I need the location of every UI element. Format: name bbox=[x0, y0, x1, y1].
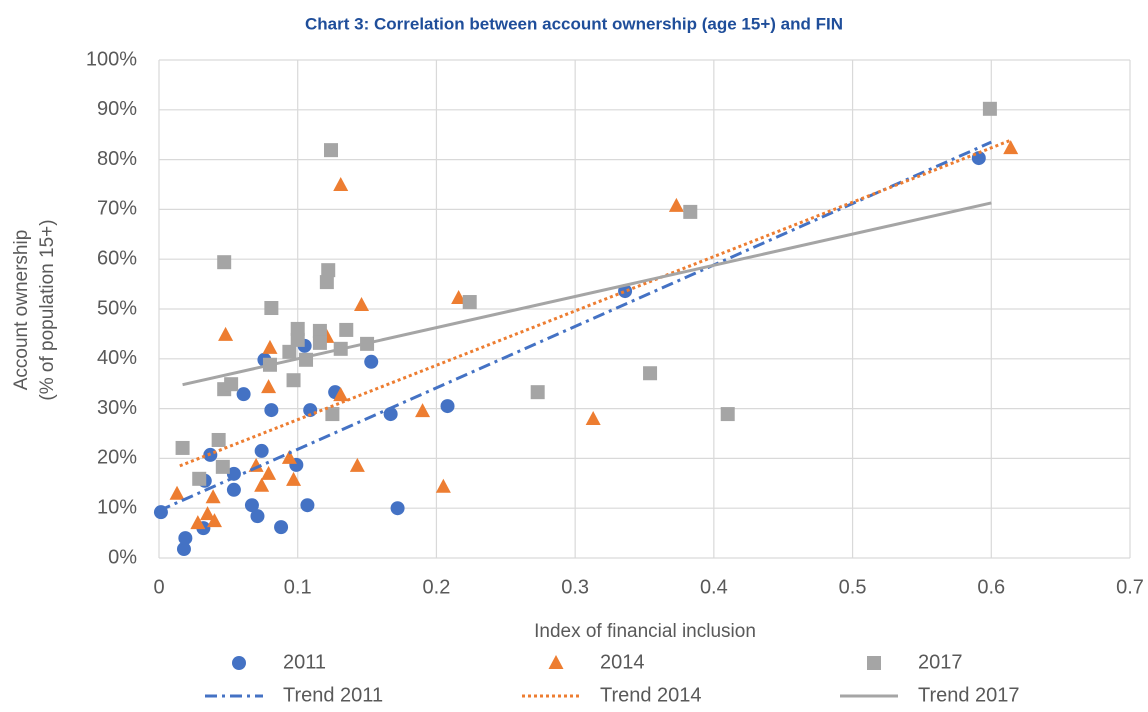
point bbox=[435, 478, 451, 493]
y-tick-label: 100% bbox=[86, 48, 137, 70]
point bbox=[274, 520, 289, 535]
point bbox=[261, 379, 277, 394]
point bbox=[349, 457, 365, 472]
point bbox=[286, 373, 301, 388]
point bbox=[364, 354, 379, 369]
legend-label: 2017 bbox=[918, 651, 963, 673]
point bbox=[244, 498, 259, 513]
legend-marker bbox=[867, 656, 881, 670]
point bbox=[390, 501, 405, 516]
x-axis-label: Index of financial inclusion bbox=[534, 621, 756, 642]
point bbox=[290, 332, 305, 347]
point bbox=[333, 176, 349, 191]
point bbox=[643, 366, 658, 381]
point bbox=[982, 101, 997, 116]
point bbox=[354, 297, 370, 312]
y-tick-label: 80% bbox=[97, 148, 137, 170]
point bbox=[254, 443, 269, 458]
y-tick-label: 60% bbox=[97, 247, 137, 269]
point bbox=[250, 509, 265, 524]
point bbox=[720, 407, 735, 422]
legend-marker bbox=[548, 655, 564, 669]
point bbox=[224, 377, 239, 392]
point bbox=[286, 471, 302, 486]
y-tick-label: 10% bbox=[97, 496, 137, 518]
legend-label: Trend 2011 bbox=[283, 684, 383, 706]
x-tick-label: 0.7 bbox=[1116, 576, 1144, 598]
point bbox=[176, 542, 191, 557]
x-tick-label: 0.3 bbox=[561, 576, 589, 598]
point bbox=[264, 403, 279, 418]
chart-title: Chart 3: Correlation between account own… bbox=[305, 14, 843, 33]
point bbox=[264, 301, 279, 316]
point bbox=[462, 295, 477, 310]
trend-line bbox=[182, 201, 992, 387]
point bbox=[175, 440, 190, 455]
point bbox=[254, 477, 270, 492]
x-tick-label: 0.6 bbox=[977, 576, 1005, 598]
y-tick-label: 50% bbox=[97, 297, 137, 319]
x-tick-label: 0.5 bbox=[839, 576, 867, 598]
point bbox=[333, 387, 349, 402]
point bbox=[325, 407, 340, 422]
y-axis-label: Account ownership bbox=[11, 230, 32, 391]
point bbox=[339, 322, 354, 337]
point bbox=[205, 489, 221, 504]
point bbox=[312, 335, 327, 350]
y-tick-label: 70% bbox=[97, 198, 137, 220]
point bbox=[321, 263, 336, 278]
point bbox=[281, 449, 297, 464]
point bbox=[211, 432, 226, 447]
point bbox=[282, 344, 297, 359]
point bbox=[215, 459, 230, 474]
point bbox=[236, 387, 251, 402]
trend-line bbox=[179, 138, 1013, 468]
point bbox=[383, 407, 398, 422]
point bbox=[206, 513, 222, 528]
legend-marker bbox=[232, 656, 246, 670]
point bbox=[226, 482, 241, 497]
legend-label: 2011 bbox=[283, 651, 326, 673]
legend-label: Trend 2017 bbox=[918, 684, 1020, 706]
y-tick-label: 90% bbox=[97, 98, 137, 120]
point bbox=[290, 321, 305, 336]
y-tick-label: 0% bbox=[108, 546, 137, 568]
point bbox=[440, 399, 455, 414]
point bbox=[192, 471, 207, 486]
legend-label: 2014 bbox=[600, 651, 645, 673]
point bbox=[262, 339, 278, 354]
point bbox=[319, 275, 334, 290]
point bbox=[303, 403, 318, 418]
x-tick-label: 0.4 bbox=[700, 576, 728, 598]
y-axis-label: (% of population 15+) bbox=[37, 219, 58, 400]
point bbox=[218, 326, 234, 341]
point bbox=[312, 323, 327, 338]
point bbox=[324, 143, 339, 158]
point bbox=[530, 385, 545, 400]
point bbox=[683, 204, 698, 219]
point bbox=[178, 531, 193, 546]
point bbox=[200, 506, 216, 521]
point bbox=[451, 290, 467, 305]
x-tick-label: 0.2 bbox=[423, 576, 451, 598]
point bbox=[1003, 140, 1019, 155]
point bbox=[415, 403, 431, 418]
point bbox=[169, 485, 185, 500]
y-tick-label: 20% bbox=[97, 447, 137, 469]
legend-label: Trend 2014 bbox=[600, 684, 702, 706]
x-tick-label: 0 bbox=[153, 576, 164, 598]
point bbox=[585, 411, 601, 426]
point bbox=[261, 465, 277, 480]
point bbox=[618, 284, 633, 299]
x-tick-label: 0.1 bbox=[284, 576, 312, 598]
y-tick-label: 30% bbox=[97, 397, 137, 419]
point bbox=[190, 515, 206, 530]
point bbox=[668, 197, 684, 212]
point bbox=[300, 498, 315, 513]
y-tick-label: 40% bbox=[97, 347, 137, 369]
point bbox=[217, 255, 232, 270]
